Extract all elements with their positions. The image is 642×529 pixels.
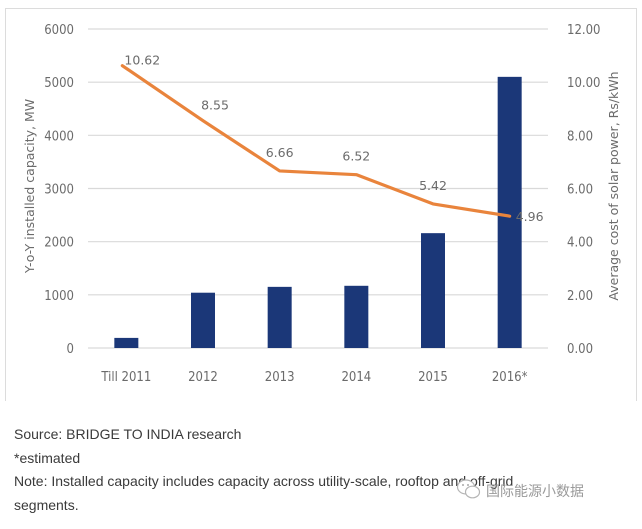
bar	[191, 292, 215, 348]
right-tick-label: 12.00	[567, 23, 600, 38]
capacity-note-continued: segments.	[14, 496, 79, 513]
line-series	[120, 64, 512, 218]
line-data-label: 6.52	[342, 149, 370, 164]
bar-series	[114, 76, 522, 348]
x-tick-label: 2016*	[492, 370, 528, 385]
watermark-text: 国际能源小数据	[486, 484, 584, 500]
left-tick-label: 0	[67, 342, 74, 357]
left-axis-title: Y-o-Y installed capacity, MW	[22, 99, 37, 274]
right-tick-label: 8.00	[567, 129, 593, 144]
bar	[497, 76, 522, 348]
right-axis-ticks: 0.00 2.00 4.00 6.00 8.00 10.00 12.00	[567, 23, 600, 357]
x-axis-ticks: Till 2011 2012 2013 2014 2015 2016*	[100, 370, 527, 385]
right-axis-title: Average cost of solar power, Rs/kWh	[606, 71, 621, 300]
source-note: Source: BRIDGE TO INDIA research	[14, 426, 242, 442]
x-tick-label: 2012	[188, 370, 218, 385]
bar	[344, 285, 369, 348]
gridlines	[88, 28, 548, 349]
line-data-label: 4.96	[516, 209, 544, 224]
x-tick-label: 2014	[341, 370, 371, 385]
right-tick-label: 0.00	[567, 342, 593, 357]
bar	[421, 233, 445, 348]
combo-chart: 10.62 8.55 6.66 6.52 5.42 4.96 0 1000 2000 3000 4…	[22, 23, 621, 385]
left-tick-label: 5000	[44, 76, 74, 91]
x-tick-label: 2013	[265, 370, 295, 385]
right-tick-label: 6.00	[567, 183, 593, 198]
data-labels: 10.62 8.55 6.66 6.52 5.42 4.96	[124, 53, 543, 224]
chart-notes: Source: BRIDGE TO INDIA research *estima…	[14, 423, 513, 517]
x-tick-label: Till 2011	[100, 370, 151, 385]
right-tick-label: 4.00	[567, 236, 593, 251]
line-data-label: 10.62	[124, 53, 160, 68]
left-tick-label: 4000	[44, 129, 74, 144]
right-tick-label: 2.00	[567, 289, 593, 304]
bar	[114, 337, 139, 348]
x-tick-label: 2015	[418, 370, 448, 385]
left-tick-label: 1000	[44, 289, 74, 304]
chart-frame	[5, 8, 637, 401]
line-data-label: 6.66	[266, 145, 294, 160]
cost-line	[120, 64, 512, 218]
line-data-label: 5.42	[419, 178, 447, 193]
left-axis-ticks: 0 1000 2000 3000 4000 5000 6000	[44, 23, 74, 357]
left-tick-label: 3000	[44, 183, 74, 198]
line-data-label: 8.55	[201, 98, 229, 113]
wechat-icon	[456, 479, 481, 499]
left-tick-label: 2000	[44, 236, 74, 251]
right-tick-label: 10.00	[567, 76, 600, 91]
bar	[267, 286, 292, 348]
capacity-note: Note: Installed capacity includes capaci…	[14, 473, 514, 489]
left-tick-label: 6000	[44, 23, 74, 38]
estimated-note: *estimated	[14, 449, 81, 466]
